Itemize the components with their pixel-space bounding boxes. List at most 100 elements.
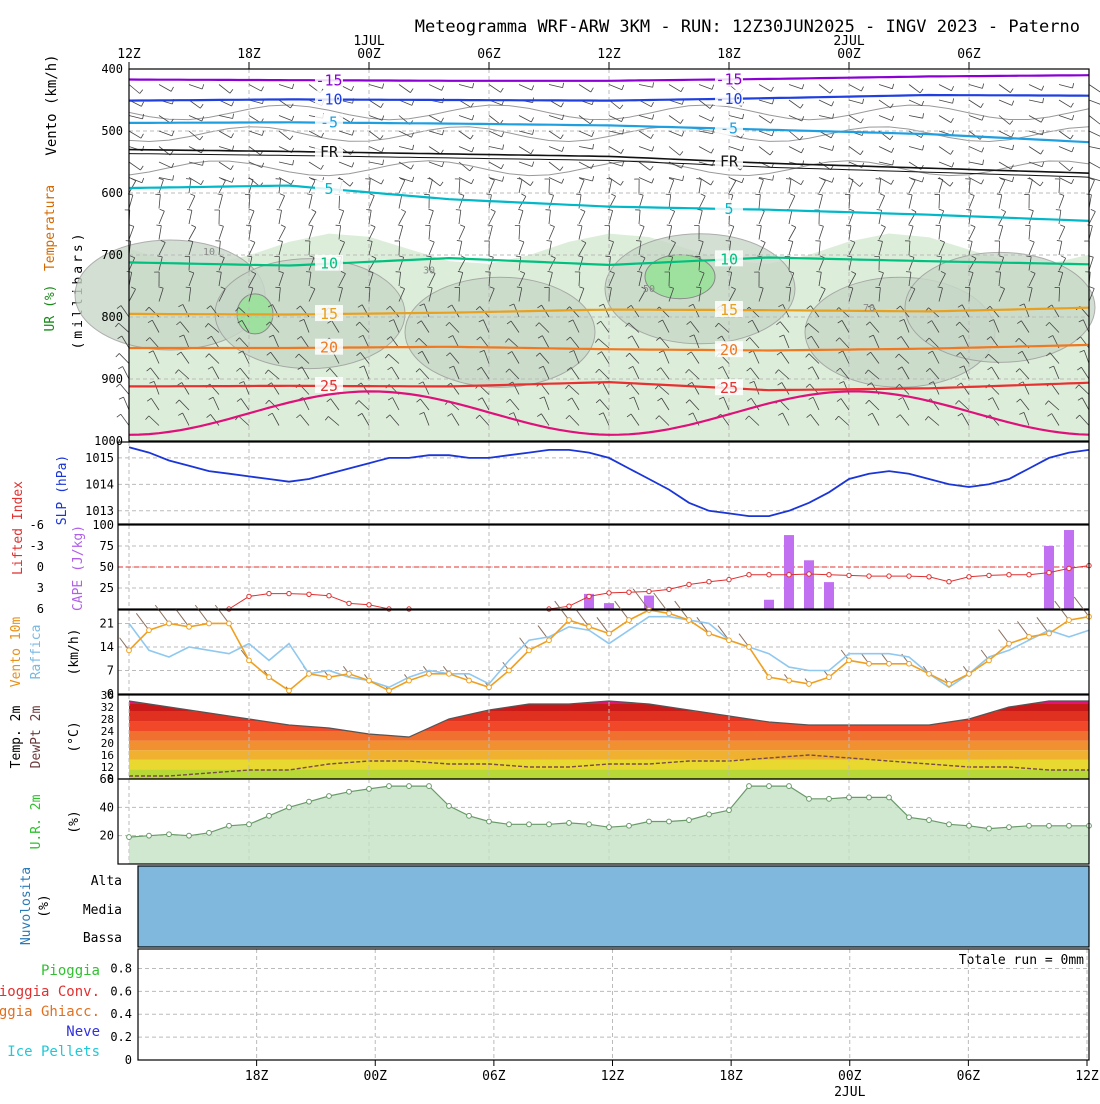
wind10-point [527,648,532,653]
wind-barb [119,397,124,399]
wind10-point [207,621,212,626]
wind10-point [227,621,232,626]
rh-contour-label: 70 [863,303,875,314]
isotherm-label: 25 [720,379,738,397]
label-ice-pellets: Ice Pellets [7,1044,100,1060]
wind10-point [867,661,872,666]
label-degc: (°C) [67,721,82,752]
wind-barb [116,353,119,357]
bottom-time-tick: 00Z [364,1069,388,1084]
wind10-point [187,624,192,629]
rh2m-point [867,795,872,800]
lifted-point [807,572,811,576]
lifted-point [567,604,571,608]
wind10-point [247,658,252,663]
rh2m-point [1007,825,1012,830]
top-time-tick: 18Z [717,47,741,62]
isotherm-label: 10 [320,255,338,273]
rh2m-point [307,799,312,804]
rh2m-point [667,819,672,824]
top-date-label: 1JUL [353,34,384,49]
cloud-area [138,866,1089,947]
isotherm-label: -10 [715,90,742,108]
top-time-tick: 06Z [957,47,981,62]
totale-run: Totale run = 0mm [959,953,1084,968]
wind10-point [907,661,912,666]
bottom-time-tick: 12Z [601,1069,625,1084]
wind-arrow [136,613,149,630]
cape-bar [604,603,614,609]
rh2m-point [427,784,432,789]
isotherm-label: 25 [320,377,338,395]
wind-arrow [1074,597,1089,617]
temp-tick-label: 28 [101,713,114,726]
lifted-point [747,573,751,577]
rh2m-point [247,822,252,827]
rh2m-point [647,819,652,824]
isotherm-label: 10 [720,250,738,268]
isotherm-label: 15 [320,305,338,323]
lifted-point [727,577,731,581]
rh2m-point [507,822,512,827]
isotherm-label: 20 [320,339,338,357]
wind-barb [186,179,191,180]
rh2m-point [807,796,812,801]
precip-tick-label: 0.8 [110,961,132,975]
wind10-point [747,645,752,650]
precip-tick-label: 0.2 [110,1030,132,1044]
wind-barb [246,225,251,226]
rh2m-point [547,822,552,827]
lifted-tick-label: -3 [30,539,44,553]
cape-bar [804,560,814,609]
lifted-point [947,580,951,584]
label-ur2m: U.R. 2m [29,794,44,849]
rh2m-point [187,833,192,838]
wind10-point [967,671,972,676]
wind10-point [267,675,272,680]
upper-tick-label: 600 [101,186,123,200]
wind-barb [120,384,129,395]
isotherm-label: -5 [720,120,738,138]
top-time-tick: 12Z [117,47,141,62]
wind-barb [1089,85,1100,93]
rh2m-point [607,825,612,830]
rh2m-point [127,835,132,840]
label-vento: Vento (km/h) [44,54,60,155]
isotherm-label: FR [320,143,339,161]
wind-barb [124,397,129,410]
label-kmh: (km/h) [67,629,82,676]
wind10-point [707,631,712,636]
rh2m-point [1067,823,1072,828]
label-neve: Neve [66,1024,100,1040]
lifted-point [287,591,291,595]
wind10-point [687,618,692,623]
rh2m-point [627,823,632,828]
cape-bar [644,596,654,609]
isotherm-label: -10 [315,91,342,109]
lifted-point [787,573,791,577]
wind10-point [827,675,832,680]
upper-tick-label: 800 [101,310,123,324]
wind10-point [627,618,632,623]
rh2m-point [147,833,152,838]
label-cape: CAPE (J/kg) [71,525,86,611]
temp-tick-label: 16 [101,749,114,762]
label-pioggia-conv: Pioggia Conv. [0,984,100,1000]
wind-barb [1089,131,1100,137]
isotherm-label: 5 [724,200,733,218]
rh2m-point [527,822,532,827]
wind10-point [167,621,172,626]
cape-tick-label: 25 [100,581,114,595]
wind10-point [567,618,572,623]
isotherm-label: 5 [324,180,333,198]
rh2m-point [367,787,372,792]
label-ur: UR (%) [43,285,58,332]
wind10-point [447,671,452,676]
wind-barb [121,414,129,425]
temp-tick-label: 32 [101,701,114,714]
rh2m-point [407,784,412,789]
wind10-point [347,671,352,676]
upper-tick-label: 1000 [94,434,123,448]
wind10-point [1067,618,1072,623]
rh2m-point [967,823,972,828]
